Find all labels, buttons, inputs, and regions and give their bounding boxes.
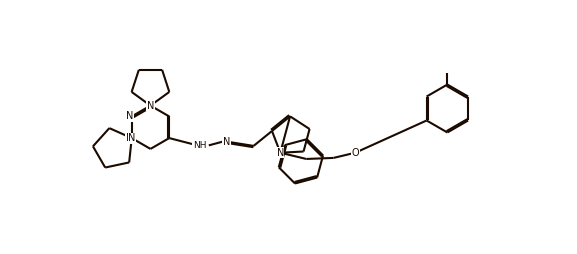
Text: N: N: [276, 148, 284, 158]
Text: NH: NH: [193, 141, 206, 150]
Text: N: N: [126, 112, 133, 121]
Text: N: N: [223, 137, 230, 147]
Text: N: N: [128, 133, 136, 143]
Text: O: O: [351, 148, 359, 158]
Text: N: N: [126, 133, 133, 143]
Text: N: N: [147, 101, 154, 110]
